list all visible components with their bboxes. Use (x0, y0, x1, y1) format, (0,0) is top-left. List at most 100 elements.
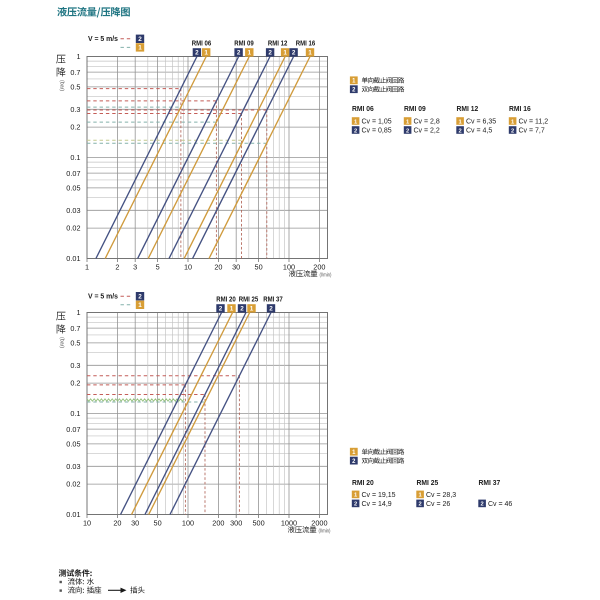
svg-text:1: 1 (76, 308, 80, 317)
svg-text:Cv = 7,7: Cv = 7,7 (519, 127, 545, 134)
svg-text:200: 200 (313, 263, 325, 272)
svg-text:RMI 16: RMI 16 (296, 41, 316, 48)
svg-text:50: 50 (154, 519, 162, 528)
svg-text:2: 2 (352, 88, 356, 94)
svg-text:10: 10 (83, 519, 91, 528)
svg-text:1: 1 (204, 50, 208, 57)
svg-text:0.01: 0.01 (66, 510, 80, 519)
svg-text:1: 1 (406, 119, 410, 125)
svg-text:RMI 25: RMI 25 (417, 478, 439, 487)
svg-text:2: 2 (406, 128, 409, 134)
svg-text:30: 30 (232, 263, 240, 272)
svg-text:0.1: 0.1 (70, 153, 80, 162)
svg-text:50: 50 (255, 263, 263, 272)
svg-text:RMI 12: RMI 12 (457, 104, 479, 113)
svg-text:2: 2 (138, 294, 142, 301)
svg-text:(l/min): (l/min) (319, 528, 331, 534)
svg-text:0.5: 0.5 (70, 339, 80, 348)
svg-text:1: 1 (418, 493, 422, 499)
svg-text:2: 2 (354, 502, 357, 508)
svg-text:3: 3 (133, 263, 137, 272)
svg-text:Cv = 26: Cv = 26 (426, 501, 450, 508)
svg-text:RMI 37: RMI 37 (263, 297, 283, 304)
svg-text:2: 2 (418, 502, 421, 508)
svg-text:Cv = 19,15: Cv = 19,15 (362, 492, 396, 499)
svg-text:2: 2 (480, 502, 483, 508)
svg-text:V = 5 m/s: V = 5 m/s (88, 292, 118, 301)
svg-text:1000: 1000 (281, 519, 297, 528)
svg-text:0.07: 0.07 (66, 425, 80, 434)
svg-text:1: 1 (283, 50, 287, 57)
svg-text:V = 5 m/s: V = 5 m/s (88, 34, 118, 43)
svg-text:0.07: 0.07 (66, 169, 80, 178)
svg-text:0.5: 0.5 (70, 83, 80, 92)
svg-text:2000: 2000 (311, 519, 327, 528)
svg-text:Cv = 4,5: Cv = 4,5 (466, 127, 492, 134)
svg-text:RMI 20: RMI 20 (352, 478, 374, 487)
svg-text:5: 5 (156, 263, 160, 272)
svg-text:1: 1 (511, 119, 515, 125)
svg-text:0.05: 0.05 (66, 184, 80, 193)
svg-text:1: 1 (138, 302, 142, 309)
svg-text:0.02: 0.02 (66, 224, 80, 233)
svg-text:2: 2 (219, 306, 223, 313)
svg-text:20: 20 (214, 263, 222, 272)
svg-text:Cv = 46: Cv = 46 (488, 501, 512, 508)
svg-text:100: 100 (283, 263, 295, 272)
svg-text:RMI 09: RMI 09 (234, 41, 254, 48)
svg-text:Cv = 2,2: Cv = 2,2 (414, 127, 440, 134)
svg-text:1: 1 (458, 119, 462, 125)
svg-text:1: 1 (250, 306, 254, 313)
svg-text:RMI 12: RMI 12 (268, 41, 288, 48)
svg-text:1: 1 (354, 493, 358, 499)
svg-text:2: 2 (269, 306, 273, 313)
svg-text:0.01: 0.01 (66, 254, 80, 263)
svg-text:1: 1 (248, 50, 252, 57)
svg-text:100: 100 (182, 519, 194, 528)
svg-text:0.02: 0.02 (66, 480, 80, 489)
svg-text:1: 1 (354, 119, 358, 125)
svg-text:(bar): (bar) (59, 337, 65, 348)
svg-text:RMI 20: RMI 20 (216, 297, 236, 304)
svg-text:Cv = 2,8: Cv = 2,8 (414, 118, 440, 125)
svg-text:0.7: 0.7 (70, 324, 80, 333)
svg-text:0.03: 0.03 (66, 206, 80, 215)
svg-text:300: 300 (230, 519, 242, 528)
svg-text:Cv = 1,05: Cv = 1,05 (362, 118, 392, 125)
svg-text:1: 1 (230, 306, 234, 313)
svg-text:2: 2 (138, 36, 142, 43)
svg-text:2: 2 (352, 459, 356, 465)
svg-text:30: 30 (131, 519, 139, 528)
svg-text:RMI 09: RMI 09 (404, 104, 426, 113)
svg-text:200: 200 (212, 519, 224, 528)
svg-text:1: 1 (85, 263, 89, 272)
svg-text:1: 1 (352, 79, 356, 85)
svg-text:Cv = 14,9: Cv = 14,9 (362, 501, 392, 508)
svg-text:RMI 25: RMI 25 (239, 297, 259, 304)
svg-text:2: 2 (268, 50, 272, 57)
svg-text:2: 2 (354, 128, 357, 134)
svg-text:0.7: 0.7 (70, 68, 80, 77)
svg-text:1: 1 (138, 45, 142, 52)
svg-text:(bar): (bar) (59, 80, 65, 91)
svg-text:0.3: 0.3 (70, 361, 80, 370)
svg-text:0.2: 0.2 (70, 123, 80, 132)
svg-text:1: 1 (76, 52, 80, 61)
svg-text:0.03: 0.03 (66, 462, 80, 471)
svg-text:500: 500 (253, 519, 265, 528)
svg-text:2: 2 (292, 50, 296, 57)
svg-text:0.05: 0.05 (66, 440, 80, 449)
svg-text:RMI 37: RMI 37 (479, 478, 501, 487)
svg-text:0.2: 0.2 (70, 379, 80, 388)
svg-text:2: 2 (237, 50, 241, 57)
svg-text:RMI 06: RMI 06 (352, 104, 374, 113)
svg-text:RMI 06: RMI 06 (192, 41, 212, 48)
svg-text:Cv = 0,85: Cv = 0,85 (362, 127, 392, 134)
svg-text:(l/min): (l/min) (320, 272, 332, 278)
svg-text:10: 10 (184, 263, 192, 272)
svg-text:Cv = 28,3: Cv = 28,3 (426, 492, 456, 499)
svg-text:2: 2 (458, 128, 461, 134)
svg-text:2: 2 (240, 306, 244, 313)
svg-text:RMI 16: RMI 16 (509, 104, 531, 113)
svg-text:0.1: 0.1 (70, 409, 80, 418)
